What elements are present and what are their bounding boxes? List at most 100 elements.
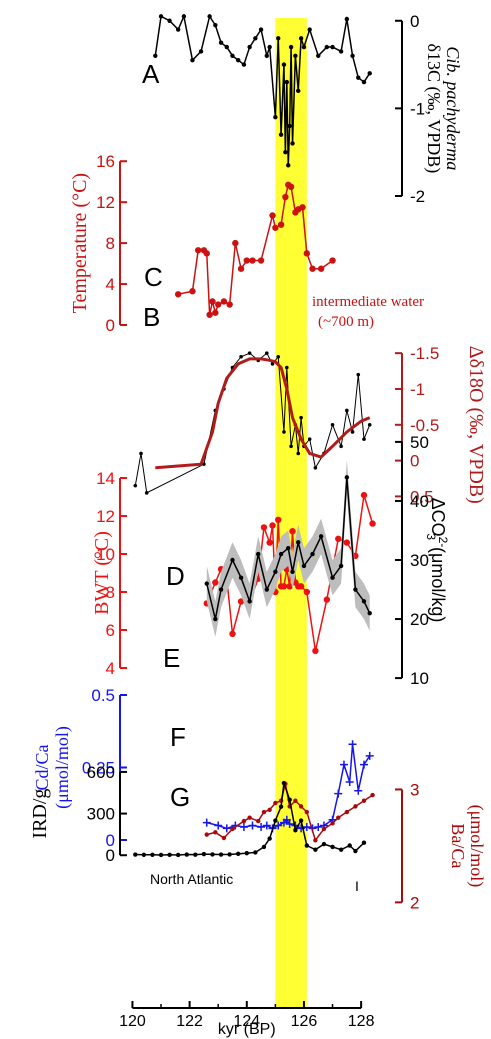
data-point (367, 71, 372, 76)
y-tick-label: 4 (106, 659, 115, 678)
data-point (361, 798, 367, 803)
y-tick-label: 10 (96, 545, 115, 564)
data-point (314, 822, 323, 831)
panel-e: 10 20 30 40 50 ΔCO2-3 (μmol/kg) E (163, 433, 450, 688)
data-point (312, 647, 319, 655)
highlight-band (275, 18, 307, 1008)
y-tick-label: -1 (410, 99, 425, 118)
data-point (290, 141, 295, 146)
panel-a: 0 -1 -2 δ13C (‰, VPDB) Cib. pachyderma A (142, 12, 463, 206)
y-axis-label: ΔCO2-3 (μmol/kg) (424, 498, 450, 623)
data-point (260, 524, 268, 531)
data-point (230, 53, 235, 59)
data-point (273, 818, 278, 823)
y-tick-label: 20 (410, 610, 429, 629)
panel-letter: G (170, 782, 190, 812)
data-point (256, 818, 261, 824)
data-point (370, 792, 375, 798)
data-point (230, 557, 235, 563)
x-tick-label: 128 (348, 1013, 375, 1030)
data-point (356, 75, 361, 80)
data-point (210, 852, 215, 857)
x-tick-label: 124 (233, 1013, 260, 1030)
data-point (175, 27, 181, 32)
y-tick-label: 2 (410, 893, 419, 912)
data-point (293, 828, 298, 833)
data-point (282, 815, 291, 824)
data-point (334, 789, 343, 798)
data-point (266, 539, 273, 546)
data-point (307, 27, 312, 32)
data-point (321, 826, 327, 832)
data-point (214, 301, 222, 308)
data-point (313, 847, 318, 852)
y-axis-label: IRD/g (29, 789, 51, 839)
data-point (338, 49, 344, 54)
data-point (264, 587, 269, 592)
data-point (239, 822, 248, 831)
data-point (304, 843, 310, 848)
raw-point (307, 437, 312, 441)
data-point (276, 36, 281, 41)
data-point (336, 815, 341, 820)
data-point (343, 539, 351, 546)
data-point (287, 183, 295, 191)
raw-point (339, 444, 343, 449)
raw-point (133, 483, 138, 488)
data-point (275, 516, 282, 523)
x-axis-label: kyr (BP) (218, 1021, 276, 1038)
data-point (354, 786, 363, 795)
data-point (220, 298, 228, 305)
data-point (258, 27, 264, 32)
data-point (360, 491, 368, 499)
panel-letter: A (142, 59, 160, 89)
data-point (257, 822, 266, 831)
data-point (267, 836, 272, 841)
data-point (309, 265, 316, 272)
y-tick-label: -2 (410, 187, 425, 206)
data-point (324, 44, 330, 50)
data-point (330, 575, 335, 580)
data-point (281, 62, 287, 67)
y-axis-label: δ13C (‰, VPDB) (423, 44, 444, 174)
data-point (301, 563, 307, 569)
raw-point (144, 491, 149, 495)
data-point (257, 257, 265, 264)
data-point (350, 53, 355, 59)
data-point (284, 79, 290, 85)
raw-point (270, 362, 275, 366)
y-tick-label: 0.5 (91, 686, 115, 705)
raw-point (313, 465, 318, 470)
data-point (269, 212, 276, 219)
data-point (253, 36, 258, 41)
panel-ird: 0 300 600 IRD/g North Atlantic I (29, 763, 367, 894)
data-point (286, 583, 293, 590)
data-point (367, 610, 372, 616)
data-point (290, 569, 295, 575)
data-point (317, 265, 325, 272)
data-point (174, 291, 182, 298)
data-point (283, 149, 288, 155)
y-tick-label: 3 (410, 780, 419, 799)
data-point (236, 57, 241, 63)
y-tick-label: -0.5 (410, 416, 439, 435)
data-point (256, 551, 261, 557)
data-point (232, 239, 239, 247)
data-point (344, 809, 350, 815)
panel-b: 0 4 8 12 16 Temperature (°C) B intermediate wat… (69, 152, 424, 335)
smoothed-series-line (155, 357, 371, 470)
data-point (365, 751, 374, 760)
data-point (338, 563, 344, 569)
y-tick-label: 4 (106, 275, 115, 294)
y-tick-label: 300 (87, 805, 115, 824)
data-point (318, 534, 324, 539)
data-point (278, 132, 284, 137)
data-point (282, 193, 289, 201)
data-point (222, 824, 231, 833)
panel-letter: E (163, 643, 180, 673)
y-tick-label: 0.5 (410, 487, 434, 506)
raw-point (289, 444, 293, 449)
data-point (280, 583, 288, 590)
data-point (193, 852, 198, 857)
